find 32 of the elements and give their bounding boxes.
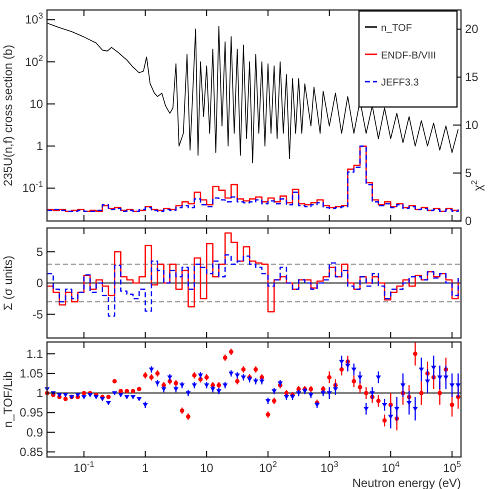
y-axis-title: 235U(n,f) cross section (b): [1, 44, 15, 186]
y-tick-label: 10: [30, 96, 44, 111]
y-tick-label: 0.85: [20, 444, 44, 459]
y-tick-label: 10$^{2}$: [24, 52, 44, 69]
y2-tick-label: 15: [465, 70, 479, 84]
y-tick-label: 10$^{-1}$: [22, 179, 44, 196]
y2-tick-label: 5: [465, 166, 472, 180]
y-axis-title: n_TOF/Lib: [1, 370, 15, 428]
x-tick-label: 10$^{4}$: [382, 459, 400, 475]
y-tick-label: -5: [32, 307, 44, 322]
y-tick-label: 5: [36, 244, 44, 259]
y-axis-title: Σ (σ units): [1, 256, 15, 310]
legend-label: ENDF-B/VIII: [381, 50, 436, 62]
x-tick-label: 10$^{2}$: [258, 459, 278, 475]
legend-label: JEFF3.3: [381, 78, 420, 89]
y2-tick-label: 0: [465, 214, 472, 228]
y-tick-label: 10$^{3}$: [24, 10, 44, 27]
x-tick-label: 10$^{5}$: [443, 459, 462, 475]
y2-tick-label: 20: [465, 22, 479, 36]
x-tick-label: 10$^{-1}$: [74, 459, 95, 475]
y-tick-label: 1.1: [26, 346, 44, 361]
legend-label: n_TOF: [381, 23, 412, 34]
y-tick-label: 0.95: [20, 406, 44, 420]
x-tick-label: 10: [200, 461, 214, 475]
y-tick-label: 0.9: [26, 425, 44, 440]
x-tick-label: 10$^{3}$: [320, 459, 339, 475]
y-tick-label: 1.05: [20, 366, 44, 380]
x-tick-label: 1: [142, 461, 149, 475]
y-tick-label: 0: [36, 276, 44, 290]
y2-tick-label: 10: [465, 118, 479, 132]
y-tick-label: 1: [36, 139, 44, 154]
y-tick-label: 1: [36, 386, 44, 400]
